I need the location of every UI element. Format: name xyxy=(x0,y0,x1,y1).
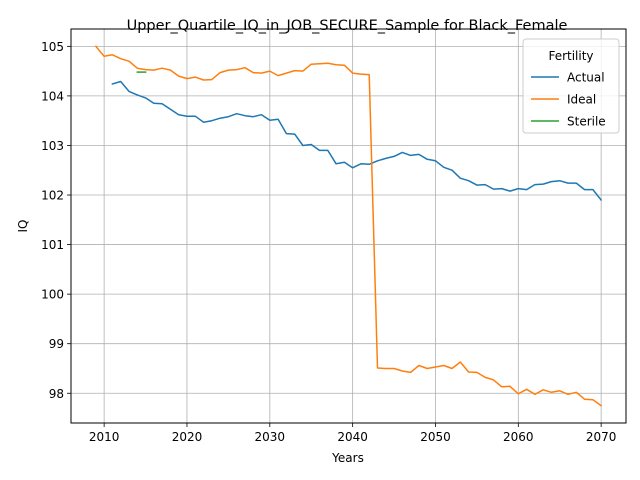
y-tick-label: 98 xyxy=(49,387,64,401)
x-tick-label: 2070 xyxy=(586,430,617,444)
y-tick-label: 104 xyxy=(41,89,64,103)
x-tick-label: 2050 xyxy=(420,430,451,444)
series-line-ideal xyxy=(94,45,603,407)
legend-label-actual: Actual xyxy=(567,71,605,85)
x-tick-label: 2020 xyxy=(172,430,203,444)
series-lines xyxy=(94,45,603,407)
x-tick-label: 2030 xyxy=(255,430,286,444)
plot-frame xyxy=(70,28,627,424)
y-tick-label: 99 xyxy=(49,337,64,351)
y-axis-label: IQ xyxy=(16,220,30,233)
legend-title: Fertility xyxy=(548,49,593,63)
legend-items: Actual Ideal Sterile xyxy=(531,71,606,129)
y-tick-label: 101 xyxy=(41,238,64,252)
grid-lines xyxy=(71,29,626,423)
legend-label-ideal: Ideal xyxy=(567,93,596,107)
legend-label-sterile: Sterile xyxy=(567,115,606,129)
legend: Fertility Actual Ideal Sterile xyxy=(522,38,620,134)
y-tick-label: 105 xyxy=(41,40,64,54)
chart-title: Upper_Quartile_IQ_in_JOB_SECURE_Sample f… xyxy=(127,18,568,34)
y-tick-label: 102 xyxy=(41,189,64,203)
x-axis-ticks: 2010 2020 2030 2040 2050 2060 2070 xyxy=(89,423,617,444)
legend-box xyxy=(522,38,620,134)
x-tick-label: 2060 xyxy=(503,430,534,444)
y-tick-label: 100 xyxy=(41,288,64,302)
x-tick-label: 2040 xyxy=(337,430,368,444)
y-axis-ticks: 98 99 100 101 102 103 104 105 xyxy=(41,40,71,401)
x-tick-label: 2010 xyxy=(89,430,120,444)
y-tick-label: 103 xyxy=(41,139,64,153)
x-axis-label: Years xyxy=(331,451,364,465)
series-line-actual xyxy=(111,80,603,202)
